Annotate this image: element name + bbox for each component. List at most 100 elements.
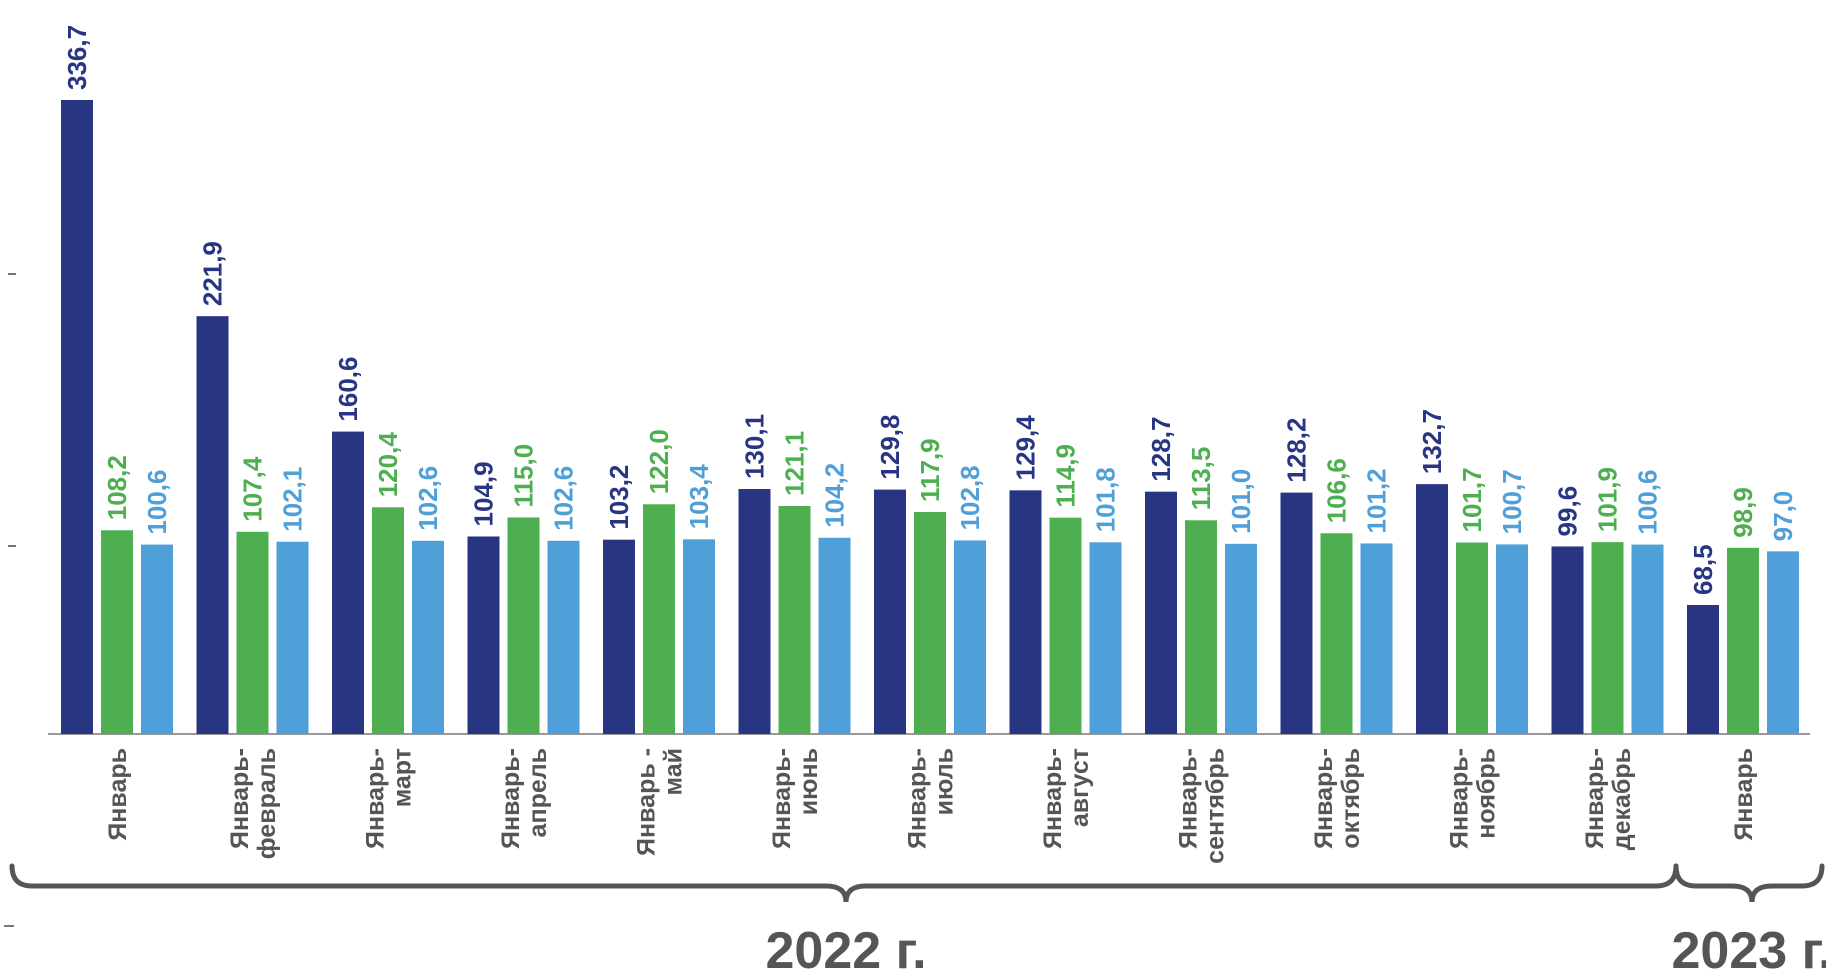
bar: [1225, 543, 1257, 734]
bar: [683, 539, 715, 734]
bar: [101, 530, 133, 734]
category-label: Январь-: [226, 748, 254, 849]
data-label: 101,0: [1226, 469, 1256, 534]
bar: [196, 316, 229, 734]
data-label: 106,6: [1322, 458, 1352, 523]
data-label: 128,2: [1282, 418, 1312, 483]
bar: [1551, 546, 1584, 734]
bar: [818, 537, 851, 734]
bar: [1727, 547, 1759, 734]
category-label: Январь-: [1175, 748, 1203, 849]
data-label: 100,6: [1633, 469, 1663, 534]
group-brace: [9, 863, 1679, 903]
bar: [1185, 520, 1217, 734]
category-label: Январь-: [768, 748, 796, 849]
category-label: Январь-: [1039, 748, 1067, 849]
year-groups-layer: 2022 г. 2023 г.: [9, 863, 1826, 971]
category-label: апрель: [524, 748, 552, 837]
category-label: декабрь: [1608, 748, 1636, 850]
bar: [1416, 484, 1448, 734]
data-label: 108,2: [102, 455, 132, 520]
category-label: февраль: [253, 748, 281, 859]
data-label: 97,0: [1768, 491, 1798, 542]
data-label: 114,9: [1051, 444, 1081, 508]
data-label: 160,6: [333, 357, 363, 422]
category-label: май: [660, 748, 688, 795]
group-brace: [1673, 863, 1825, 903]
data-label: 103,4: [684, 464, 714, 530]
bar: [236, 531, 269, 734]
data-label: 100,7: [1497, 469, 1527, 534]
bars-layer: 336,7 108,2 100,6 221,9 107,4 102,1 160,6 120,4…: [61, 25, 1799, 734]
category-label: Январь: [1730, 748, 1758, 841]
bar: [412, 540, 444, 734]
data-label: 103,2: [604, 465, 634, 530]
category-label: сентябрь: [1202, 748, 1230, 864]
category-label: Январь -: [633, 748, 661, 856]
data-label: 129,4: [1011, 415, 1041, 481]
data-label: 107,4: [238, 456, 268, 522]
category-label: август: [1066, 748, 1094, 827]
category-label: июль: [931, 748, 959, 815]
bar: [1320, 533, 1353, 734]
data-label: 101,2: [1362, 468, 1392, 533]
bar: [914, 511, 946, 734]
data-label: 102,8: [955, 465, 985, 530]
category-label: октябрь: [1337, 748, 1365, 849]
data-label: 104,2: [820, 463, 850, 528]
category-label: ноябрь: [1473, 748, 1501, 839]
category-label: Январь-: [1581, 748, 1609, 849]
category-labels-layer: Январь Январь-февраль Январь-март Январь-ап…: [104, 748, 1758, 864]
bar: [738, 489, 771, 734]
data-label: 120,4: [373, 432, 403, 498]
data-label: 115,0: [509, 444, 539, 508]
data-label: 104,9: [469, 461, 499, 526]
bar: [1496, 544, 1528, 734]
data-label: 68,5: [1688, 544, 1718, 595]
data-label: 99,6: [1553, 486, 1583, 537]
category-label: Январь-: [904, 748, 932, 849]
category-label: март: [389, 748, 417, 807]
bar: [467, 536, 500, 734]
bar: [874, 489, 906, 734]
data-label: 101,8: [1091, 467, 1121, 532]
bar: [507, 517, 540, 734]
bar: [1767, 551, 1799, 734]
data-label: 102,6: [413, 466, 443, 531]
year-label: 2023 г.: [1671, 922, 1826, 971]
data-label: 128,7: [1146, 417, 1176, 482]
bar: [141, 544, 173, 734]
bar: [954, 540, 986, 734]
data-label: 98,9: [1728, 487, 1758, 538]
data-label: 130,1: [740, 414, 770, 479]
year-label: 2022 г.: [765, 922, 926, 971]
data-label: 129,8: [875, 415, 905, 480]
category-label: июнь: [795, 748, 823, 815]
category-label: Январь-: [1310, 748, 1338, 849]
data-label: 336,7: [62, 25, 92, 90]
bar: [1591, 542, 1624, 734]
bar: [643, 504, 675, 734]
bar: [1089, 542, 1122, 734]
bar: [547, 540, 580, 734]
data-label: 121,1: [780, 431, 810, 496]
data-label: 102,6: [549, 466, 579, 531]
bar: [1456, 542, 1488, 734]
category-label: Январь-: [362, 748, 390, 849]
data-label: 100,6: [142, 469, 172, 534]
bar: [332, 431, 364, 734]
category-label: Январь: [104, 748, 132, 841]
bar: [1280, 492, 1313, 734]
data-label: 102,1: [278, 467, 308, 532]
category-label: Январь-: [1446, 748, 1474, 849]
bar: [1049, 517, 1082, 734]
bar: [372, 507, 404, 734]
data-label: 122,0: [644, 429, 674, 494]
bar: [1631, 544, 1664, 734]
bar: [603, 539, 635, 734]
bar: [1009, 490, 1042, 734]
data-label: 132,7: [1417, 409, 1447, 474]
data-label: 117,9: [915, 438, 945, 502]
bar: [778, 505, 811, 734]
data-label: 101,9: [1593, 467, 1623, 532]
